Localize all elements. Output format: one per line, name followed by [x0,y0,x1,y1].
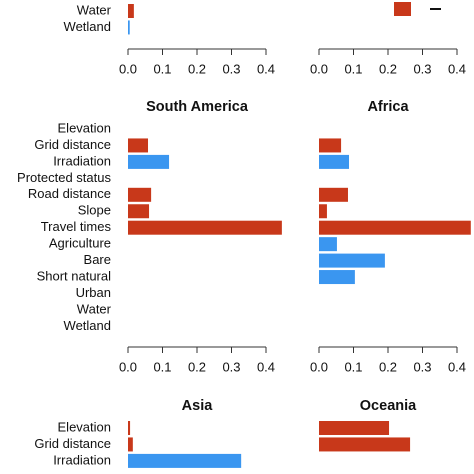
y-tick-label: Wetland [64,318,111,333]
bar [319,187,348,202]
y-tick-label: Irradiation [53,452,111,467]
bar [128,220,282,235]
y-tick-label: Slope [78,203,111,218]
x-tick-label: 0.4 [448,61,466,76]
legend-swatch [394,2,411,16]
panel-title: Oceania [360,398,417,414]
x-tick-label: 0.3 [413,359,431,374]
y-tick-label: Bare [84,252,111,267]
y-tick-label: Road distance [28,186,111,201]
bar [128,421,131,435]
x-tick-label: 0.3 [222,61,240,76]
x-tick-label: 0.4 [257,61,275,76]
bar [128,20,130,35]
x-tick-label: 0.4 [448,359,466,374]
bar [128,437,133,452]
y-tick-label: Elevation [58,419,111,434]
bar [319,253,385,268]
y-tick-label: Grid distance [34,436,111,451]
bar [319,204,327,219]
x-tick-label: 0.3 [222,359,240,374]
y-tick-label: Irradiation [53,153,111,168]
x-tick-label: 0.3 [413,61,431,76]
x-tick-label: 0.0 [310,61,328,76]
panel-title: South America [146,99,249,115]
x-tick-label: 0.1 [153,359,171,374]
x-tick-label: 0.0 [119,61,137,76]
x-tick-label: 0.1 [153,61,171,76]
y-tick-label: Elevation [58,120,111,135]
bar [319,421,390,435]
bar [128,154,170,169]
x-tick-label: 0.2 [379,61,397,76]
bar [319,437,411,452]
y-tick-label: Agriculture [49,236,111,251]
y-tick-label: Water [77,2,112,17]
bar [128,453,242,468]
x-tick-label: 0.2 [188,61,206,76]
bar [128,204,150,219]
y-tick-label: Urban [76,285,111,300]
y-tick-label: Grid distance [34,137,111,152]
y-tick-label: Protected status [17,170,111,185]
bar [128,4,134,18]
panel-title: Africa [367,99,409,115]
x-tick-label: 0.1 [344,359,362,374]
x-tick-label: 0.2 [379,359,397,374]
bar [319,220,471,235]
x-tick-label: 0.2 [188,359,206,374]
bar [128,138,149,153]
x-tick-label: 0.0 [119,359,137,374]
y-tick-label: Wetland [64,19,111,34]
bar [319,237,337,252]
x-tick-label: 0.4 [257,359,275,374]
bar [319,270,355,285]
bar [128,187,152,202]
y-tick-label: Water [77,301,112,316]
bar [319,138,342,153]
bar [319,154,350,169]
x-tick-label: 0.0 [310,359,328,374]
y-tick-label: Travel times [41,219,112,234]
panel-title: Asia [182,398,214,414]
x-tick-label: 0.1 [344,61,362,76]
y-tick-label: Short natural [37,268,112,283]
